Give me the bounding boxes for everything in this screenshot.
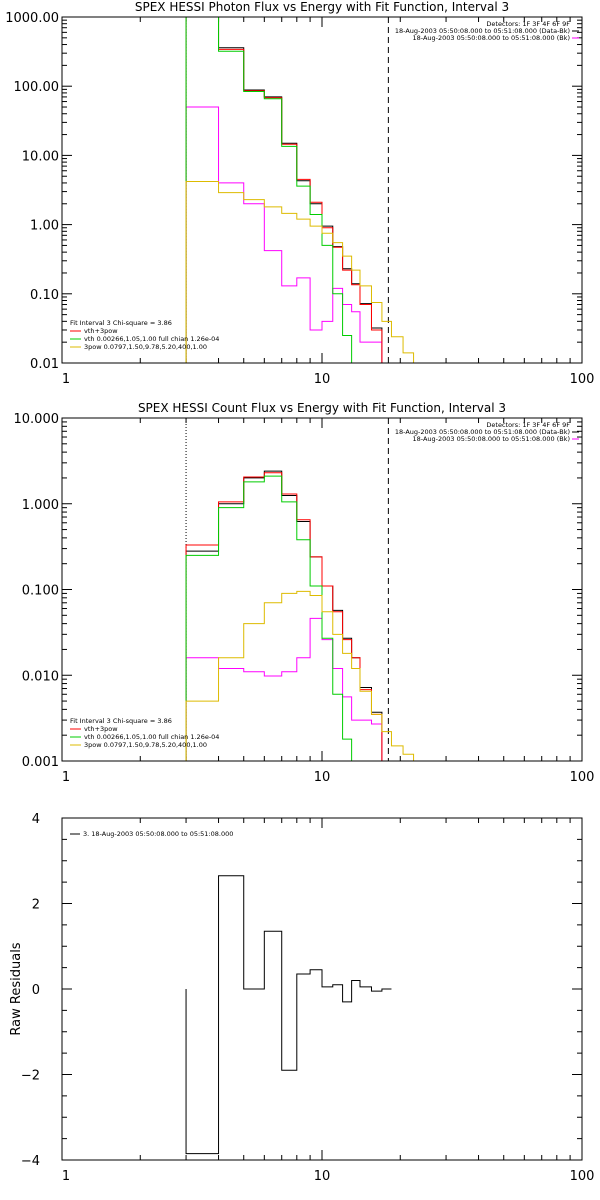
y-tick-label: −2 bbox=[21, 1069, 40, 1084]
y-axis-label: Raw Residuals bbox=[9, 942, 24, 1035]
residuals-series bbox=[185, 875, 392, 1155]
x-tick-label: 10 bbox=[314, 372, 331, 387]
y-tick-label: 0.01 bbox=[30, 357, 59, 372]
data-series-group bbox=[185, 17, 426, 363]
fit-legend-line-1: vth+3pow bbox=[84, 327, 118, 335]
chart-title: SPEX HESSI Count Flux vs Energy with Fit… bbox=[138, 401, 506, 415]
header-line-2: 18-Aug-2003 05:50:08.000 to 05:51:08.000… bbox=[413, 34, 570, 42]
series-data-bk bbox=[185, 17, 383, 363]
x-tick-label: 100 bbox=[570, 770, 595, 785]
plot-panel-1: SPEX HESSI Photon Flux vs Energy with Fi… bbox=[5, 0, 594, 387]
x-tick-label: 10 bbox=[314, 1169, 331, 1184]
y-tick-label: −4 bbox=[21, 1154, 40, 1169]
plot-frame bbox=[61, 16, 583, 364]
fit-legend-line-0: Fit Interval 3 Chi-square = 3.86 bbox=[70, 319, 172, 327]
x-tick-label: 100 bbox=[570, 372, 595, 387]
fit-legend-line-1: vth+3pow bbox=[84, 725, 118, 733]
y-tick-label: 1.00 bbox=[30, 219, 59, 234]
chart-title: SPEX HESSI Photon Flux vs Energy with Fi… bbox=[135, 0, 509, 14]
plot-frame bbox=[61, 417, 583, 762]
plot-panel-3: 1 10 100 −4 −2 0 2 4 Raw Residuals 3. 18-Aug-2003… bbox=[9, 812, 594, 1184]
fit-legend-line-0: Fit Interval 3 Chi-square = 3.86 bbox=[70, 717, 172, 725]
y-tick-label: 4 bbox=[32, 812, 40, 827]
series-vth bbox=[185, 475, 353, 761]
series-data-bk bbox=[185, 470, 383, 761]
series-vth bbox=[185, 17, 361, 363]
series-vth-3pow bbox=[185, 472, 383, 761]
plot-frame bbox=[61, 817, 583, 1161]
y-tick-label: 10.00 bbox=[22, 149, 59, 164]
fit-legend-line-2: vth 0.00266,1.05,1.00 full chian 1.26e-0… bbox=[84, 733, 219, 741]
x-tick-label: 1 bbox=[62, 372, 70, 387]
y-tick-label: 0.10 bbox=[30, 288, 59, 303]
y-tick-label: 100.00 bbox=[14, 80, 60, 95]
x-tick-label: 100 bbox=[570, 1169, 595, 1184]
fit-legend-line-3: 3pow 0.0797,1.50,9.78,5.20,400,1.00 bbox=[84, 741, 207, 749]
series-vth-3pow bbox=[185, 17, 383, 363]
header-line-0: Detectors: 1F 3F 4F 6F 9F bbox=[486, 421, 570, 429]
header-line-1: 18-Aug-2003 05:50:08.000 to 05:51:08.000… bbox=[395, 27, 570, 35]
y-tick-label: 0.010 bbox=[22, 669, 59, 684]
x-tick-label: 1 bbox=[62, 1169, 70, 1184]
y-tick-label: 2 bbox=[32, 898, 40, 913]
fit-legend-line-3: 3pow 0.0797,1.50,9.78,5.20,400,1.00 bbox=[84, 343, 207, 351]
series-3pow bbox=[185, 590, 426, 761]
data-series-group bbox=[185, 875, 392, 1155]
y-tick-label: 0.001 bbox=[22, 755, 59, 770]
header-line-0: Detectors: 1F 3F 4F 6F 9F bbox=[486, 20, 570, 28]
y-tick-label: 10.000 bbox=[14, 412, 60, 427]
plot-panel-2: SPEX HESSI Count Flux vs Energy with Fit… bbox=[14, 401, 595, 785]
fit-legend-line-2: vth 0.00266,1.05,1.00 full chian 1.26e-0… bbox=[84, 335, 219, 343]
x-tick-label: 10 bbox=[314, 770, 331, 785]
y-tick-label: 0 bbox=[32, 983, 40, 998]
residual-legend: 3. 18-Aug-2003 05:50:08.000 to 05:51:08.… bbox=[83, 830, 233, 838]
y-tick-label: 1000.00 bbox=[5, 11, 59, 26]
header-line-2: 18-Aug-2003 05:50:08.000 to 05:51:08.000… bbox=[413, 435, 570, 443]
series-3pow bbox=[185, 180, 426, 363]
series-bk bbox=[185, 617, 383, 761]
y-tick-label: 1.000 bbox=[22, 498, 59, 513]
series-bk bbox=[185, 106, 383, 363]
x-tick-label: 1 bbox=[62, 770, 70, 785]
y-tick-label: 0.100 bbox=[22, 584, 59, 599]
header-line-1: 18-Aug-2003 05:50:08.000 to 05:51:08.000… bbox=[395, 428, 570, 436]
data-series-group bbox=[185, 470, 426, 761]
